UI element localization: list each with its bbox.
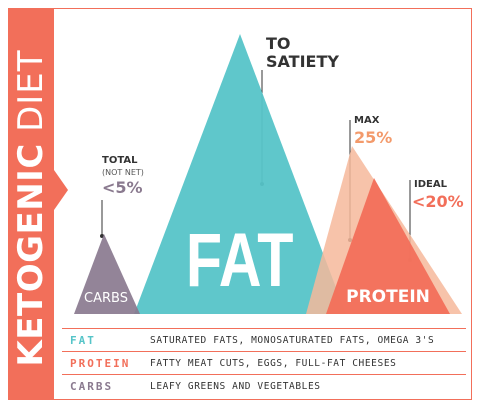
- fat-triangle-label: FAT: [186, 218, 294, 303]
- legend-row-protein: PROTEIN FATTY MEAT CUTS, EGGS, FULL-FAT …: [62, 351, 466, 374]
- carbs-triangle-label: CARBS: [84, 291, 128, 306]
- banner-title-light: DIET: [11, 49, 51, 132]
- protein-ideal-callout-label: IDEAL: [414, 179, 447, 190]
- protein-ideal-callout-value: <20%: [412, 192, 464, 211]
- legend-key-protein: PROTEIN: [70, 357, 131, 370]
- fat-callout-line2: SATIETY: [266, 52, 339, 71]
- protein-max-callout-label: MAX: [354, 115, 380, 126]
- banner-title-bold: KETOGENIC: [11, 143, 51, 367]
- legend-row-fat: FAT SATURATED FATS, MONOSATURATED FATS, …: [62, 328, 466, 351]
- banner-notch: [54, 170, 68, 210]
- side-banner: [8, 8, 54, 400]
- carbs-callout-value: <5%: [102, 178, 143, 197]
- fat-triangle: [134, 34, 346, 314]
- legend-value-fat: SATURATED FATS, MONOSATURATED FATS, OMEG…: [150, 335, 435, 346]
- protein-triangle-label: PROTEIN: [346, 287, 430, 307]
- protein-ideal-triangle: [326, 178, 450, 314]
- carbs-callout-sub: (NOT NET): [102, 168, 144, 177]
- legend-value-protein: FATTY MEAT CUTS, EGGS, FULL-FAT CHEESES: [150, 358, 397, 369]
- legend-row-carbs: CARBS LEAFY GREENS AND VEGETABLES: [62, 374, 466, 397]
- macro-diagram: FAT CARBS PROTEIN TO SATIETY TOTAL (NOT …: [54, 8, 472, 328]
- legend-value-carbs: LEAFY GREENS AND VEGETABLES: [150, 381, 321, 392]
- carbs-callout-label: TOTAL: [102, 155, 138, 166]
- carbs-triangle: [74, 234, 140, 314]
- fat-callout-line1: TO: [266, 34, 291, 53]
- legend-key-fat: FAT: [70, 334, 96, 347]
- protein-max-callout-value: 25%: [354, 128, 393, 147]
- banner-title: KETOGENIC DIET: [11, 49, 51, 367]
- legend-key-carbs: CARBS: [70, 380, 114, 393]
